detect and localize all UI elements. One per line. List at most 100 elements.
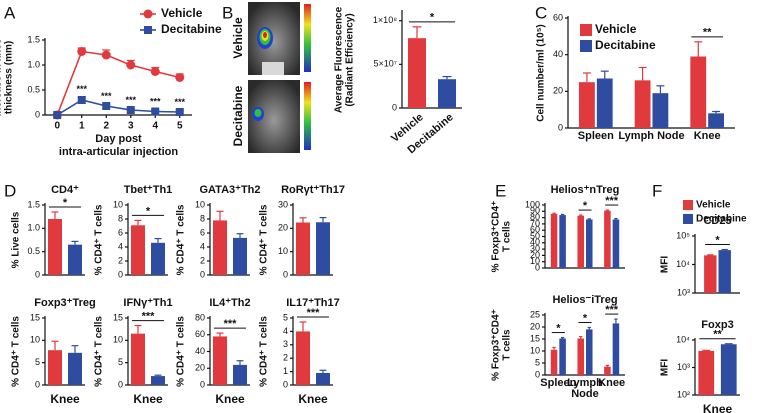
x-axis-label: Knee <box>215 392 245 406</box>
chart-title: Helios⁺nTreg <box>551 184 620 196</box>
bar <box>233 364 247 385</box>
bar <box>596 78 613 128</box>
point <box>150 67 160 76</box>
bar <box>612 323 620 375</box>
y-tick-label: 1.0 <box>27 223 40 233</box>
y-tick-label: 0 <box>535 369 540 379</box>
bar <box>48 350 62 385</box>
y-tick-label: 15 <box>113 312 123 322</box>
x-axis-label: Knee <box>133 392 163 406</box>
x-axis-label: Knee <box>50 392 80 406</box>
chart-title: Helios⁻iTreg <box>552 294 617 306</box>
bar <box>704 255 717 293</box>
significance-label: * <box>430 12 435 24</box>
y-tick-label: 40 <box>553 49 563 59</box>
x-tick-label: Lymph Node <box>567 378 603 400</box>
legend-label: Decitabine <box>696 214 747 225</box>
x-tick-label: Knee <box>693 131 721 142</box>
y-tick-label: 25 <box>530 309 540 319</box>
legend-label: Decitabine <box>161 22 222 36</box>
y-axis-label: T cells <box>502 329 513 361</box>
panel-letter: C <box>535 3 547 22</box>
y-tick-label: 10 <box>278 246 288 256</box>
bar <box>698 350 715 395</box>
color-scale <box>304 82 311 150</box>
y-tick-label: 0 <box>35 109 40 119</box>
y-tick-label: 30 <box>278 199 288 209</box>
bar <box>438 79 456 108</box>
y-axis-label: MFI <box>660 256 671 273</box>
point <box>102 102 111 110</box>
y-axis-label: % Live cells <box>11 211 22 268</box>
x-tick-label-box: Lymph Node <box>618 131 685 142</box>
y-tick-label: 0 <box>35 379 40 389</box>
significance-label: * <box>583 200 588 212</box>
y-axis-label: (Radiant Efficiency) <box>345 13 356 106</box>
legend-swatch <box>683 200 693 210</box>
bar <box>296 331 310 385</box>
panel-letter: A <box>4 3 16 22</box>
bar <box>718 250 731 293</box>
fluorescence-signal <box>254 109 262 117</box>
legend-swatch <box>683 214 693 224</box>
y-tick-label: 2 <box>200 255 205 265</box>
y-axis-label: Cell number/ml (10⁵) <box>536 24 547 122</box>
bar <box>213 336 227 385</box>
mouse-image-detail <box>262 62 284 75</box>
legend-label: Vehicle <box>696 200 731 211</box>
chart-title: RoRγt⁺Th17 <box>281 184 345 196</box>
y-tick-label: 15 <box>530 333 540 343</box>
significance-label: *** <box>605 195 619 207</box>
bar <box>577 215 584 268</box>
y-tick-label: 1 <box>283 366 288 376</box>
y-tick-label: 80 <box>195 312 205 322</box>
y-tick-label: 5 <box>35 357 40 367</box>
y-tick-label: 0 <box>200 379 205 389</box>
y-tick-label: 60 <box>553 12 563 22</box>
x-tick-label: 2 <box>103 121 109 132</box>
x-tick-label: Lymph Node <box>618 131 685 142</box>
x-tick-label-box: Spleen <box>578 131 614 142</box>
bar <box>131 225 145 275</box>
bar <box>577 338 584 375</box>
bar <box>550 213 558 268</box>
chart-title: Tbet⁺Th1 <box>124 184 173 196</box>
fluorescence-signal <box>263 32 267 38</box>
significance-label: *** <box>125 95 136 105</box>
x-axis-label: Knee <box>703 402 733 413</box>
y-tick-label: 10 <box>113 199 123 209</box>
y-tick-label: 2 <box>283 353 288 363</box>
significance-label: ** <box>703 27 712 39</box>
legend-swatch <box>580 40 592 52</box>
panel-letter: B <box>222 3 233 22</box>
x-tick-label-box: Spleen <box>540 378 576 389</box>
series-line <box>56 99 180 116</box>
bar <box>586 219 593 268</box>
significance-label: *** <box>307 307 321 319</box>
y-tick-label: 60 <box>195 329 205 339</box>
significance-label: * <box>715 234 720 246</box>
bar <box>612 219 620 268</box>
bar <box>604 366 611 375</box>
bar <box>550 349 558 375</box>
chart-title: IFNγ⁺Th1 <box>123 297 172 309</box>
y-tick-label: 20 <box>278 223 288 233</box>
x-axis-label: Day post <box>95 133 142 145</box>
y-axis-label: MFI <box>660 359 671 376</box>
y-tick-label: 0 <box>118 379 123 389</box>
x-tick-label: 1 <box>79 121 85 132</box>
y-tick-label: 0 <box>283 269 288 279</box>
y-tick-label: 90 <box>530 206 540 216</box>
y-tick-label: 1.5 <box>27 34 40 44</box>
significance-label: * <box>583 312 588 324</box>
y-tick-label: 6 <box>200 227 205 237</box>
y-tick-label: 8 <box>200 213 205 223</box>
x-tick-label: 3 <box>128 121 134 132</box>
bar <box>233 237 247 275</box>
y-tick-label: 10 <box>530 345 540 355</box>
point <box>175 73 185 82</box>
y-tick-label: 40 <box>195 346 205 356</box>
significance-label: * <box>146 205 151 217</box>
panel-letter: F <box>652 181 662 200</box>
